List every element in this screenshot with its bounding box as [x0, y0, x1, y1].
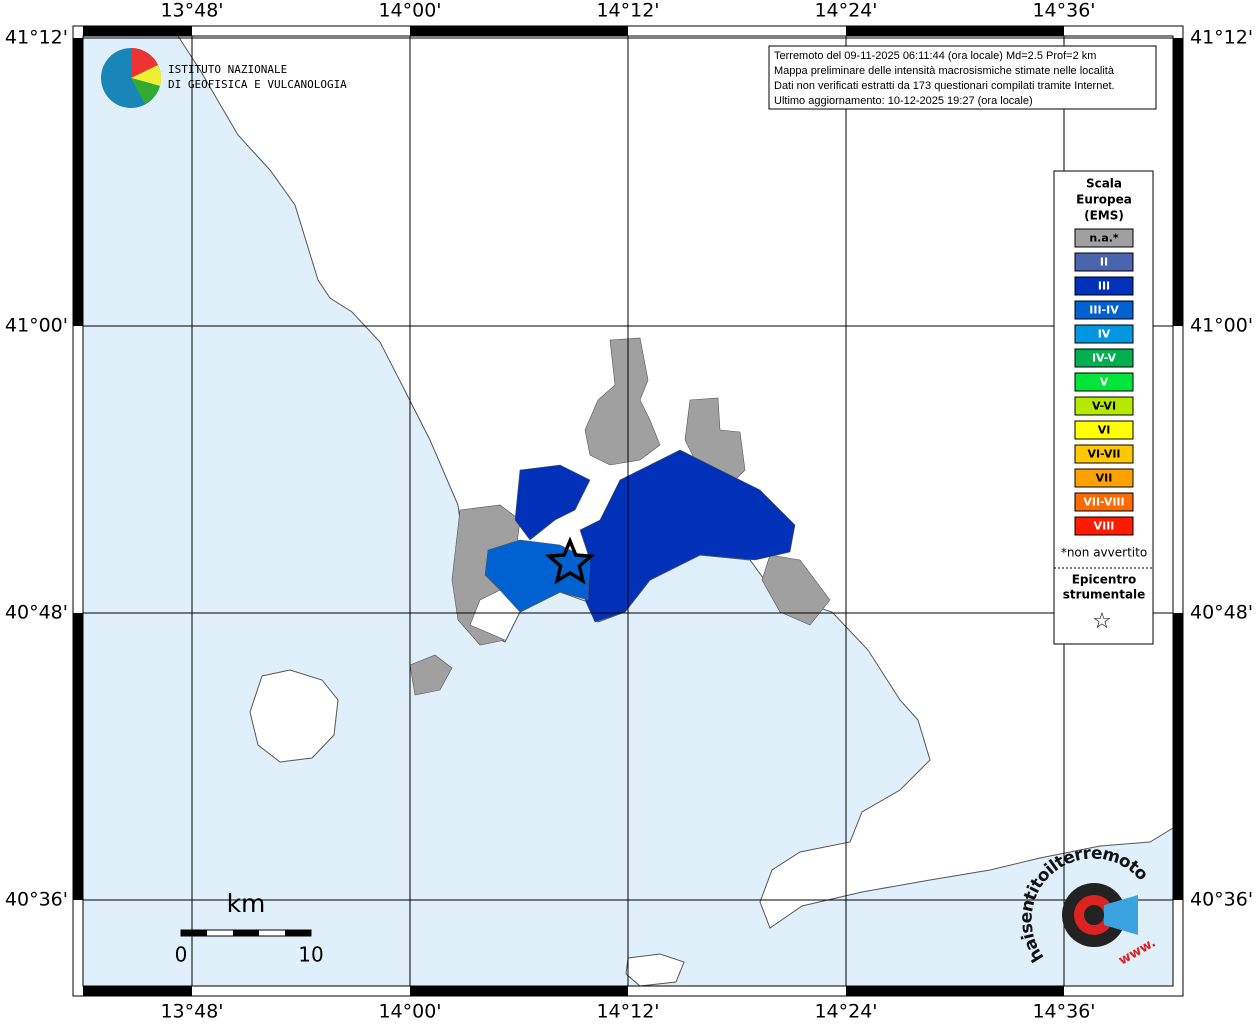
legend-label: V: [1100, 376, 1109, 389]
intensity-area: [579, 449, 796, 623]
scale-unit: km: [227, 889, 266, 918]
legend-label: IV-V: [1092, 352, 1117, 365]
legend-label: VI: [1098, 424, 1111, 437]
frame-band: [73, 38, 83, 326]
intensity-area: [684, 397, 746, 481]
legend-label: V-VI: [1092, 400, 1116, 413]
info-line: Terremoto del 09-11-2025 06:11:44 (ora l…: [774, 50, 1096, 62]
frame-band: [1173, 38, 1183, 326]
longitude-label: 14°00': [378, 1001, 441, 1023]
intensity-area: [761, 554, 831, 626]
legend-epicenter: strumentale: [1063, 588, 1146, 602]
scale-label: 10: [298, 943, 323, 967]
legend-swatch: [1074, 444, 1134, 464]
legend-label: III-IV: [1089, 304, 1119, 317]
frame-band: [1173, 613, 1183, 900]
longitude-label: 14°12': [596, 1001, 659, 1023]
frame-band: [846, 26, 1064, 36]
longitude-label: 14°12': [596, 0, 659, 22]
latitude-label: 41°12': [5, 27, 68, 49]
legend-swatch: [1074, 228, 1134, 248]
legend-swatch: [1074, 468, 1134, 488]
longitude-label: 14°36': [1032, 0, 1095, 22]
intensity-area: [584, 337, 661, 466]
intensity-area: [514, 464, 591, 541]
info-line: Ultimo aggiornamento: 10-12-2025 19:27 (…: [774, 95, 1033, 107]
legend-swatch: [1074, 324, 1134, 344]
legend-label: III: [1098, 280, 1110, 293]
watermark-ring: [1084, 905, 1104, 925]
legend-swatch: [1074, 276, 1134, 296]
legend-epicenter: Epicentro: [1072, 573, 1137, 587]
latitude-label: 41°00': [1190, 315, 1253, 337]
logo-text: DI GEOFISICA E VULCANOLOGIA: [168, 78, 347, 91]
frame-band: [83, 986, 192, 996]
legend-label: VII: [1096, 472, 1113, 485]
ischia-island: [249, 669, 339, 763]
frame-band: [83, 26, 192, 36]
legend-swatch: [1074, 300, 1134, 320]
legend-swatch: [1074, 372, 1134, 392]
info-box: [768, 45, 1157, 110]
longitude-label: 14°24': [814, 0, 877, 22]
logo-segment: [131, 65, 162, 86]
scale-label: 0: [175, 943, 188, 967]
frame-band: [73, 613, 83, 900]
latitude-label: 40°36': [5, 889, 68, 911]
info-line: Mappa preliminare delle intensità macros…: [774, 65, 1115, 77]
latitude-label: 40°48': [5, 602, 68, 624]
scale-segment: [285, 930, 311, 936]
legend-label: VI-VII: [1087, 448, 1120, 461]
legend-swatch: [1074, 492, 1134, 512]
logo-segment: [131, 48, 158, 78]
ingv-logo: ISTITUTO NAZIONALE DI GEOFISICA E VULCANO…: [101, 48, 347, 108]
legend-swatch: [1074, 348, 1134, 368]
legend-swatch: [1074, 420, 1134, 440]
scale-segment: [233, 930, 259, 936]
latitude-label: 40°48': [1190, 602, 1253, 624]
watermark-speaker: [1104, 895, 1138, 935]
legend-title: Europea: [1076, 193, 1132, 207]
latitude-label: 40°36': [1190, 889, 1253, 911]
legend-label: II: [1100, 256, 1108, 269]
latitude-label: 41°00': [5, 315, 68, 337]
frame-band: [410, 986, 628, 996]
capri-island: [625, 953, 685, 987]
legend-title: Scala: [1086, 177, 1122, 191]
intensity-area: [484, 539, 591, 613]
legend-note: *non avvertito: [1061, 546, 1147, 560]
latitude-label: 41°12': [1190, 27, 1253, 49]
legend-title: (EMS): [1084, 209, 1124, 223]
info-line: Dati non verificati estratti da 173 ques…: [774, 80, 1115, 92]
legend-label: IV: [1098, 328, 1111, 341]
legend-label: n.a.*: [1089, 232, 1119, 245]
legend-swatch: [1074, 516, 1134, 536]
intensity-area: [409, 654, 453, 696]
legend-label: VIII: [1094, 520, 1115, 533]
legend-swatch: [1074, 252, 1134, 272]
longitude-label: 13°48': [160, 0, 223, 22]
frame-band: [410, 26, 628, 36]
longitude-label: 14°24': [814, 1001, 877, 1023]
legend-label: VII-VIII: [1083, 496, 1124, 509]
legend-star: ☆: [1092, 609, 1112, 634]
frame-band: [846, 986, 1064, 996]
logo-segment: [131, 78, 160, 104]
logo-text: ISTITUTO NAZIONALE: [168, 63, 287, 76]
longitude-label: 13°48': [160, 1001, 223, 1023]
longitude-label: 14°36': [1032, 1001, 1095, 1023]
legend-swatch: [1074, 396, 1134, 416]
epicenter-star: [544, 536, 596, 585]
scale-segment: [181, 930, 207, 936]
longitude-label: 14°00': [378, 0, 441, 22]
